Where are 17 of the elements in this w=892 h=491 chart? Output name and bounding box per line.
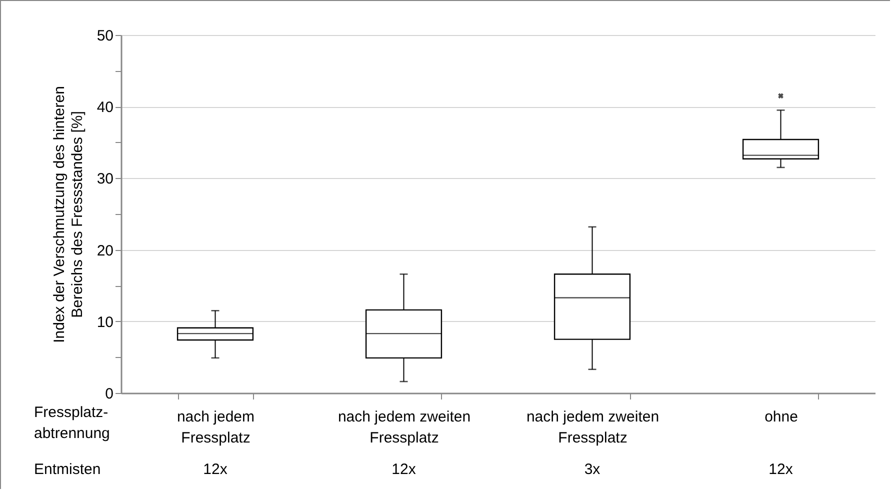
text: 12x <box>392 461 416 478</box>
y-tick-label: 20 <box>96 242 114 260</box>
text: Entmisten <box>34 461 101 478</box>
y-tick-label: 0 <box>105 386 114 402</box>
y-axis-title: Index der Verschmutzung des hinteren Bereichs des Fressstandes [%] <box>50 86 86 343</box>
text: 12x <box>768 461 794 478</box>
y-tick-label: 10 <box>96 314 114 331</box>
x-axis-title: Fressplatz-abtrennung <box>34 404 110 442</box>
x-tick-label: ohne <box>764 408 798 426</box>
x-tick-label: nach jedem Fressplatz <box>176 408 255 446</box>
y-tick-label: 30 <box>96 170 114 188</box>
text: 3x <box>584 461 601 478</box>
y-tick-label: 40 <box>96 99 114 116</box>
y-tick-label: 50 <box>96 28 114 44</box>
x-tick-label: nach jedem zweiten Fressplatz <box>526 408 660 446</box>
x-tick-label: nach jedem zweiten Fressplatz <box>338 408 471 446</box>
text: 12x <box>203 461 228 478</box>
